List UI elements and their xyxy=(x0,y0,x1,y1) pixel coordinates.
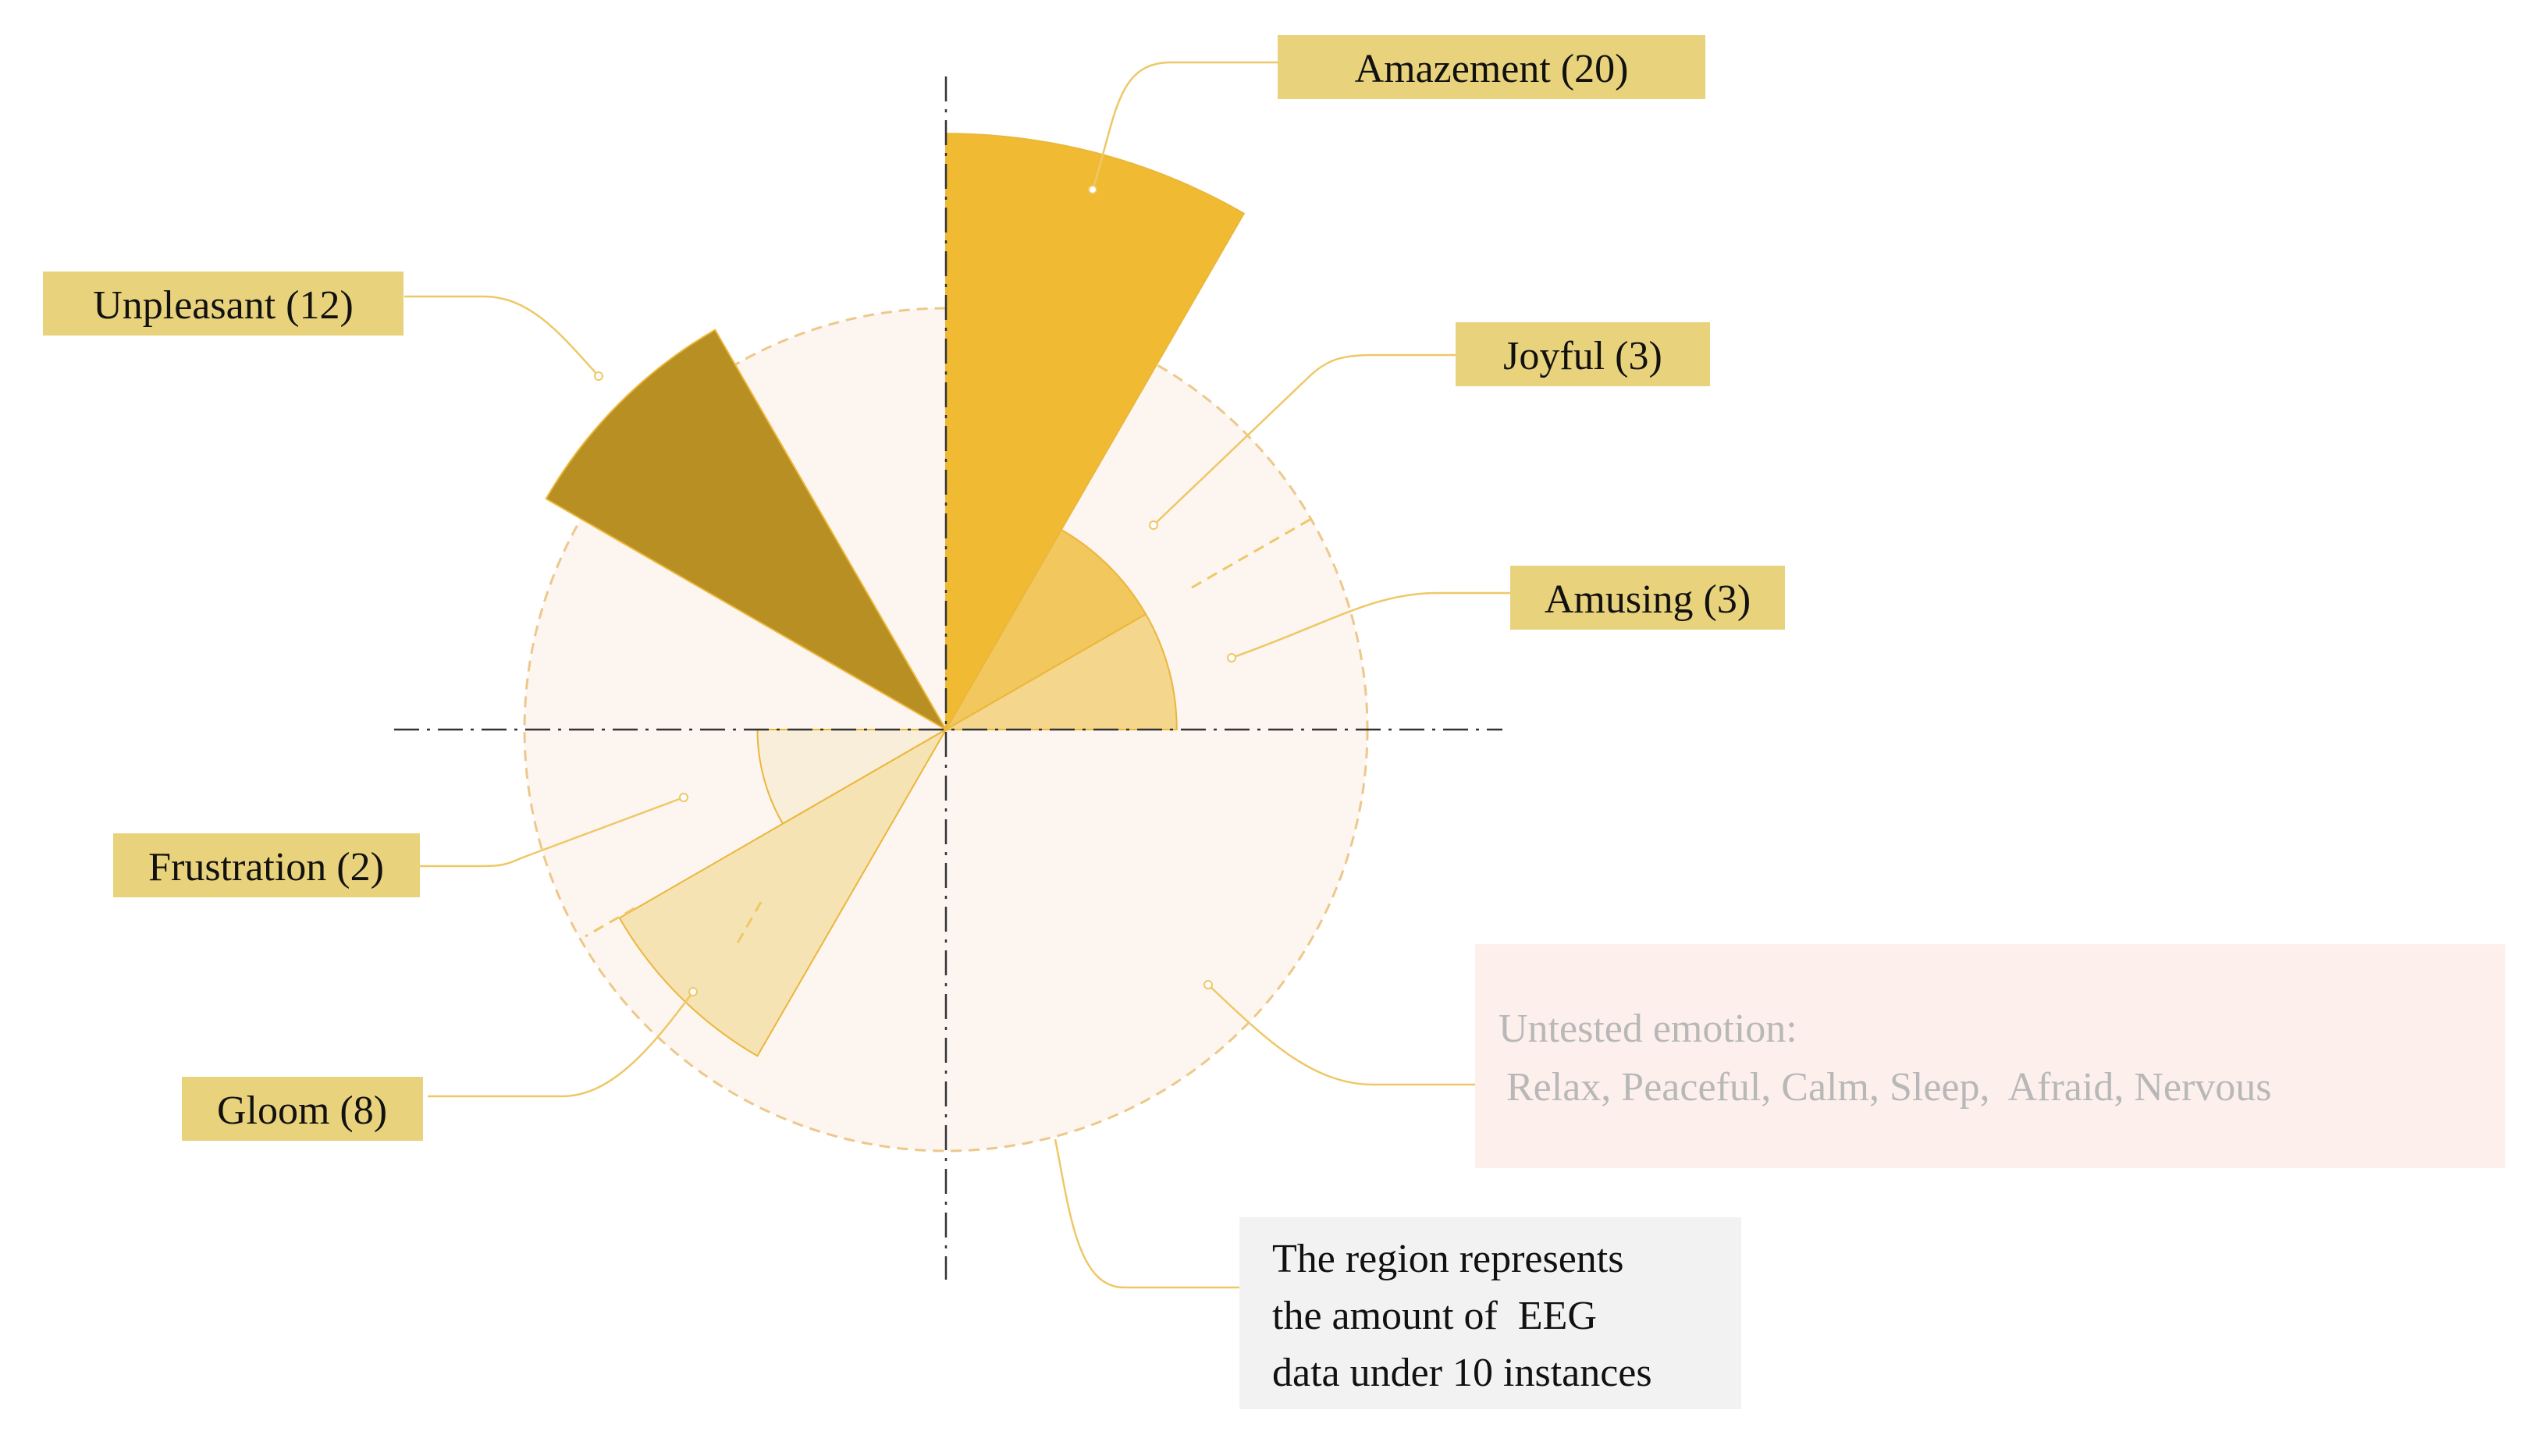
gloom-label: Gloom (8) xyxy=(217,1088,387,1133)
wedge-gloom xyxy=(618,727,948,1057)
gloom-leader xyxy=(428,991,695,1098)
untested-title: Untested emotion: xyxy=(1499,1007,1797,1051)
joyful-leader xyxy=(1153,353,1456,526)
region-leader xyxy=(1054,1138,1241,1289)
gloom-leader-dot xyxy=(688,987,698,996)
amusing-leader-dot xyxy=(1227,653,1236,662)
wedge-amazement xyxy=(945,133,1246,733)
region-note-line-2: the amount of EEG xyxy=(1272,1294,1597,1338)
gloom-label-bg xyxy=(182,1077,423,1141)
region-note-box xyxy=(1239,1217,1741,1409)
wedges-group xyxy=(545,133,1246,1057)
amazement-leader-dot xyxy=(1088,185,1097,194)
wedge-amusing xyxy=(943,613,1178,730)
amusing-label: Amusing (3) xyxy=(1545,577,1751,622)
joyful-label: Joyful (3) xyxy=(1503,334,1662,378)
amusing-leader xyxy=(1231,591,1510,659)
frustration-label-bg xyxy=(113,833,420,897)
unpleasant-label-bg xyxy=(43,272,404,336)
region-note-line-3: data under 10 instances xyxy=(1272,1351,1652,1395)
untested-items: Relax, Peaceful, Calm, Sleep, Afraid, Ne… xyxy=(1506,1065,2272,1110)
gloom-boundary-line-2 xyxy=(585,907,635,938)
amazement-label: Amazement (20) xyxy=(1355,47,1629,91)
unpleasant-label: Unpleasant (12) xyxy=(93,283,354,328)
frustration-label: Frustration (2) xyxy=(148,845,384,890)
joyful-leader-dot xyxy=(1149,520,1158,530)
untested-box xyxy=(1475,944,2505,1168)
joyful-label-bg xyxy=(1456,322,1710,386)
wedge-frustration xyxy=(756,729,949,826)
gloom-boundary-line xyxy=(734,901,763,946)
unpleasant-leader-dot xyxy=(594,371,603,381)
region-note-line-1: The region represents xyxy=(1272,1237,1623,1281)
amazement-label-bg xyxy=(1278,35,1705,99)
frustration-leader xyxy=(420,796,684,868)
wedge-unpleasant xyxy=(545,328,948,732)
untested-leader xyxy=(1207,984,1475,1086)
wedge-joyful xyxy=(944,528,1147,732)
untested-leader-dot xyxy=(1203,980,1213,989)
joyful-boundary-line xyxy=(1191,517,1312,589)
amazement-leader xyxy=(1091,61,1278,190)
frustration-leader-dot xyxy=(679,793,688,802)
amusing-label-bg xyxy=(1510,566,1785,630)
unpleasant-leader xyxy=(404,295,599,377)
